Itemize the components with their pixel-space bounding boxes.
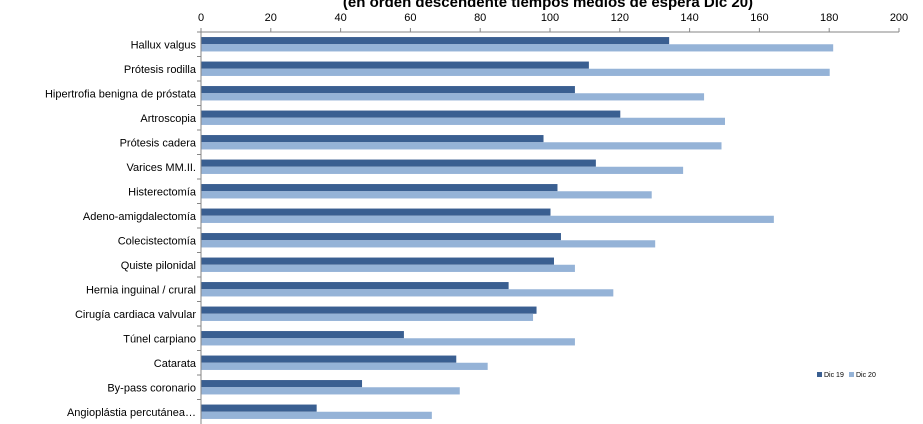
- category-label: Histerectomía: [128, 186, 197, 198]
- x-tick-label: 200: [890, 12, 908, 24]
- bar-dic20: [201, 338, 575, 346]
- bar-dic19: [201, 257, 554, 265]
- bar-dic20: [201, 68, 830, 76]
- x-tick-label: 160: [750, 12, 768, 24]
- bar-dic19: [201, 208, 551, 216]
- category-label: Hipertrofia benigna de próstata: [45, 88, 197, 100]
- category-label: Hallux valgus: [131, 39, 197, 51]
- category-label: Catarata: [154, 358, 197, 370]
- x-tick-label: 100: [541, 12, 559, 24]
- bar-dic20: [201, 215, 774, 223]
- bar-dic19: [201, 86, 575, 94]
- bar-dic20: [201, 142, 722, 150]
- y-axis: Hallux valgus Prótesis rodilla Hipertrofia…: [45, 31, 201, 419]
- bar-dic19: [201, 184, 558, 192]
- legend-label: Dic 19: [824, 372, 844, 379]
- category-label: Prótesis rodilla: [124, 64, 197, 76]
- x-tick-label: 20: [265, 12, 277, 24]
- category-label: Artroscopia: [140, 113, 197, 125]
- category-label: Túnel carpiano: [123, 333, 196, 345]
- bar-dic19: [201, 233, 561, 241]
- x-tick-label: 120: [611, 12, 629, 24]
- x-tick-label: 140: [680, 12, 698, 24]
- bar-dic19: [201, 306, 537, 314]
- category-label: Quiste pilonidal: [121, 260, 196, 272]
- bar-dic20: [201, 166, 684, 174]
- bar-dic19: [201, 37, 670, 45]
- bar-dic20: [201, 313, 534, 321]
- bar-dic19: [201, 159, 596, 167]
- category-label: Hernia inguinal / crural: [86, 284, 196, 296]
- x-tick-label: 60: [404, 12, 416, 24]
- bar-dic20: [201, 117, 725, 125]
- bar-dic19: [201, 331, 404, 339]
- bars-group: [201, 37, 834, 419]
- bar-dic20: [201, 240, 656, 248]
- x-axis: 0 20 40 60 80 100 120 140 160 180 200: [198, 12, 908, 424]
- legend-swatch: [817, 372, 822, 377]
- bar-dic20: [201, 362, 488, 370]
- legend-swatch: [849, 372, 854, 377]
- category-label: Prótesis cadera: [120, 137, 197, 149]
- legend-label: Dic 20: [856, 372, 876, 379]
- bar-dic19: [201, 355, 457, 363]
- category-label: Angioplástia percutánea…: [67, 407, 196, 419]
- x-tick-label: 40: [334, 12, 346, 24]
- bar-dic19: [201, 61, 589, 69]
- bar-dic19: [201, 404, 317, 412]
- x-tick-label: 0: [198, 12, 204, 24]
- bar-dic19: [201, 135, 544, 143]
- bar-dic20: [201, 264, 575, 272]
- bar-dic20: [201, 44, 834, 52]
- category-label: Cirugía cardiaca valvular: [75, 309, 196, 321]
- category-label: Colecistectomía: [118, 235, 197, 247]
- x-tick-label: 180: [820, 12, 838, 24]
- chart-title: (en orden descendente tiempos medios de …: [343, 0, 753, 11]
- bar-dic19: [201, 282, 509, 290]
- x-tick-label: 80: [474, 12, 486, 24]
- bar-dic20: [201, 289, 614, 297]
- bar-dic20: [201, 387, 460, 395]
- category-label: Adeno-amigdalectomía: [83, 211, 197, 223]
- category-label: By-pass coronario: [107, 382, 196, 394]
- bar-dic19: [201, 380, 363, 388]
- legend: Dic 19 Dic 20: [817, 372, 876, 379]
- bar-dic20: [201, 191, 652, 199]
- category-label: Varices MM.II.: [127, 162, 196, 174]
- bar-dic20: [201, 411, 432, 419]
- bar-dic20: [201, 93, 705, 101]
- bar-dic19: [201, 110, 621, 118]
